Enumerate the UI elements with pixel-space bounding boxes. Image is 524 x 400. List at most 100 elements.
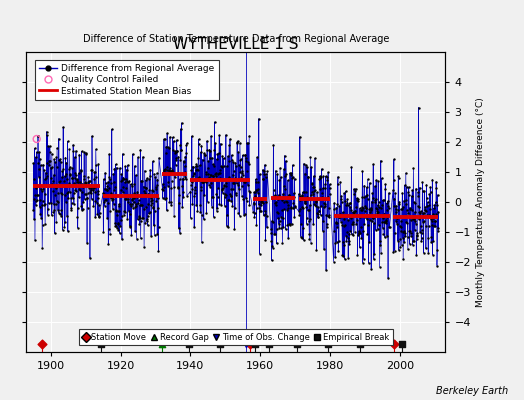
Point: [427, 239, 435, 245]
Point: [412, 236, 421, 242]
Point: [131, 228, 139, 234]
Point: [94, 161, 103, 167]
Point: [391, 206, 400, 212]
Point: [220, 182, 228, 189]
Point: [42, 182, 50, 189]
Point: [33, 197, 41, 203]
Point: [103, 183, 112, 189]
Point: [32, 198, 40, 204]
Point: [79, 181, 88, 187]
Point: [385, 224, 394, 230]
Point: [164, 183, 172, 189]
Point: [78, 188, 86, 195]
Point: [381, 186, 389, 192]
Point: [256, 171, 264, 177]
Point: [125, 208, 133, 214]
Point: [371, 197, 379, 203]
Point: [313, 214, 322, 220]
Point: [398, 206, 406, 212]
Point: [198, 212, 206, 218]
Point: [272, 240, 281, 247]
Point: [426, 213, 434, 219]
Point: [100, 198, 108, 205]
Point: [427, 216, 435, 222]
Point: [241, 152, 249, 158]
Point: [400, 182, 409, 188]
Point: [142, 185, 150, 191]
Point: [271, 230, 279, 237]
Point: [143, 218, 151, 224]
Point: [62, 160, 71, 166]
Point: [368, 190, 377, 197]
Point: [39, 186, 48, 193]
Point: [212, 170, 220, 176]
Point: [421, 206, 429, 213]
Point: [223, 197, 232, 203]
Point: [102, 180, 110, 186]
Point: [145, 176, 153, 182]
Point: [298, 235, 307, 241]
Point: [168, 168, 176, 174]
Point: [194, 174, 202, 181]
Point: [230, 180, 238, 186]
Point: [148, 187, 156, 194]
Point: [95, 213, 103, 220]
Point: [311, 202, 320, 208]
Point: [377, 175, 386, 182]
Point: [281, 173, 289, 180]
Point: [78, 207, 86, 213]
Point: [199, 156, 207, 163]
Point: [239, 172, 247, 178]
Point: [356, 230, 364, 236]
Point: [139, 214, 147, 221]
Point: [238, 152, 247, 158]
Point: [199, 179, 208, 186]
Point: [260, 170, 268, 177]
Point: [196, 201, 204, 208]
Point: [314, 211, 322, 217]
Point: [374, 178, 383, 184]
Point: [374, 202, 382, 208]
Point: [332, 239, 341, 246]
Point: [165, 145, 173, 152]
Point: [299, 189, 307, 195]
Point: [202, 171, 210, 178]
Point: [72, 179, 81, 186]
Point: [128, 197, 136, 204]
Point: [105, 208, 114, 214]
Point: [222, 132, 230, 138]
Point: [121, 163, 129, 170]
Point: [213, 205, 221, 211]
Point: [184, 340, 193, 347]
Point: [429, 211, 438, 218]
Point: [214, 194, 222, 200]
Point: [51, 159, 59, 165]
Point: [81, 179, 90, 186]
Point: [418, 226, 427, 233]
Point: [336, 214, 344, 220]
Point: [348, 221, 357, 227]
Point: [236, 157, 244, 163]
Point: [31, 202, 40, 208]
Point: [324, 205, 333, 212]
Point: [41, 191, 50, 198]
Point: [167, 185, 176, 191]
Point: [411, 217, 420, 224]
Point: [138, 202, 146, 208]
Point: [303, 164, 311, 170]
Point: [334, 174, 342, 180]
Point: [54, 199, 62, 205]
Point: [78, 180, 86, 187]
Point: [29, 176, 38, 182]
Point: [187, 167, 195, 173]
Point: [269, 142, 278, 148]
Point: [369, 214, 378, 221]
Point: [128, 183, 136, 189]
Point: [310, 173, 318, 179]
Point: [367, 206, 375, 212]
Point: [226, 177, 234, 183]
Point: [62, 176, 71, 182]
Point: [296, 193, 304, 199]
Point: [285, 192, 293, 198]
Point: [391, 230, 399, 236]
